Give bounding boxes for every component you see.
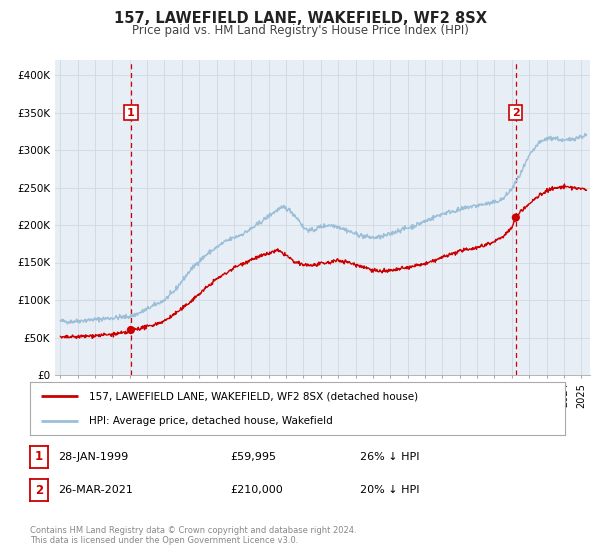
Text: £210,000: £210,000 <box>230 485 283 495</box>
Text: 1: 1 <box>35 450 43 464</box>
Text: 157, LAWEFIELD LANE, WAKEFIELD, WF2 8SX (detached house): 157, LAWEFIELD LANE, WAKEFIELD, WF2 8SX … <box>89 391 418 402</box>
Text: £59,995: £59,995 <box>230 452 276 462</box>
Text: 20% ↓ HPI: 20% ↓ HPI <box>360 485 419 495</box>
Text: 157, LAWEFIELD LANE, WAKEFIELD, WF2 8SX: 157, LAWEFIELD LANE, WAKEFIELD, WF2 8SX <box>113 11 487 26</box>
Text: 2: 2 <box>512 108 520 118</box>
Text: 1: 1 <box>127 108 135 118</box>
Point <box>126 325 136 334</box>
Text: 2: 2 <box>35 483 43 497</box>
Text: Contains HM Land Registry data © Crown copyright and database right 2024.
This d: Contains HM Land Registry data © Crown c… <box>30 526 356 545</box>
Text: HPI: Average price, detached house, Wakefield: HPI: Average price, detached house, Wake… <box>89 416 332 426</box>
Text: 28-JAN-1999: 28-JAN-1999 <box>58 452 128 462</box>
Text: 26% ↓ HPI: 26% ↓ HPI <box>360 452 419 462</box>
Point <box>511 213 521 222</box>
Text: Price paid vs. HM Land Registry's House Price Index (HPI): Price paid vs. HM Land Registry's House … <box>131 24 469 36</box>
Text: 26-MAR-2021: 26-MAR-2021 <box>58 485 133 495</box>
